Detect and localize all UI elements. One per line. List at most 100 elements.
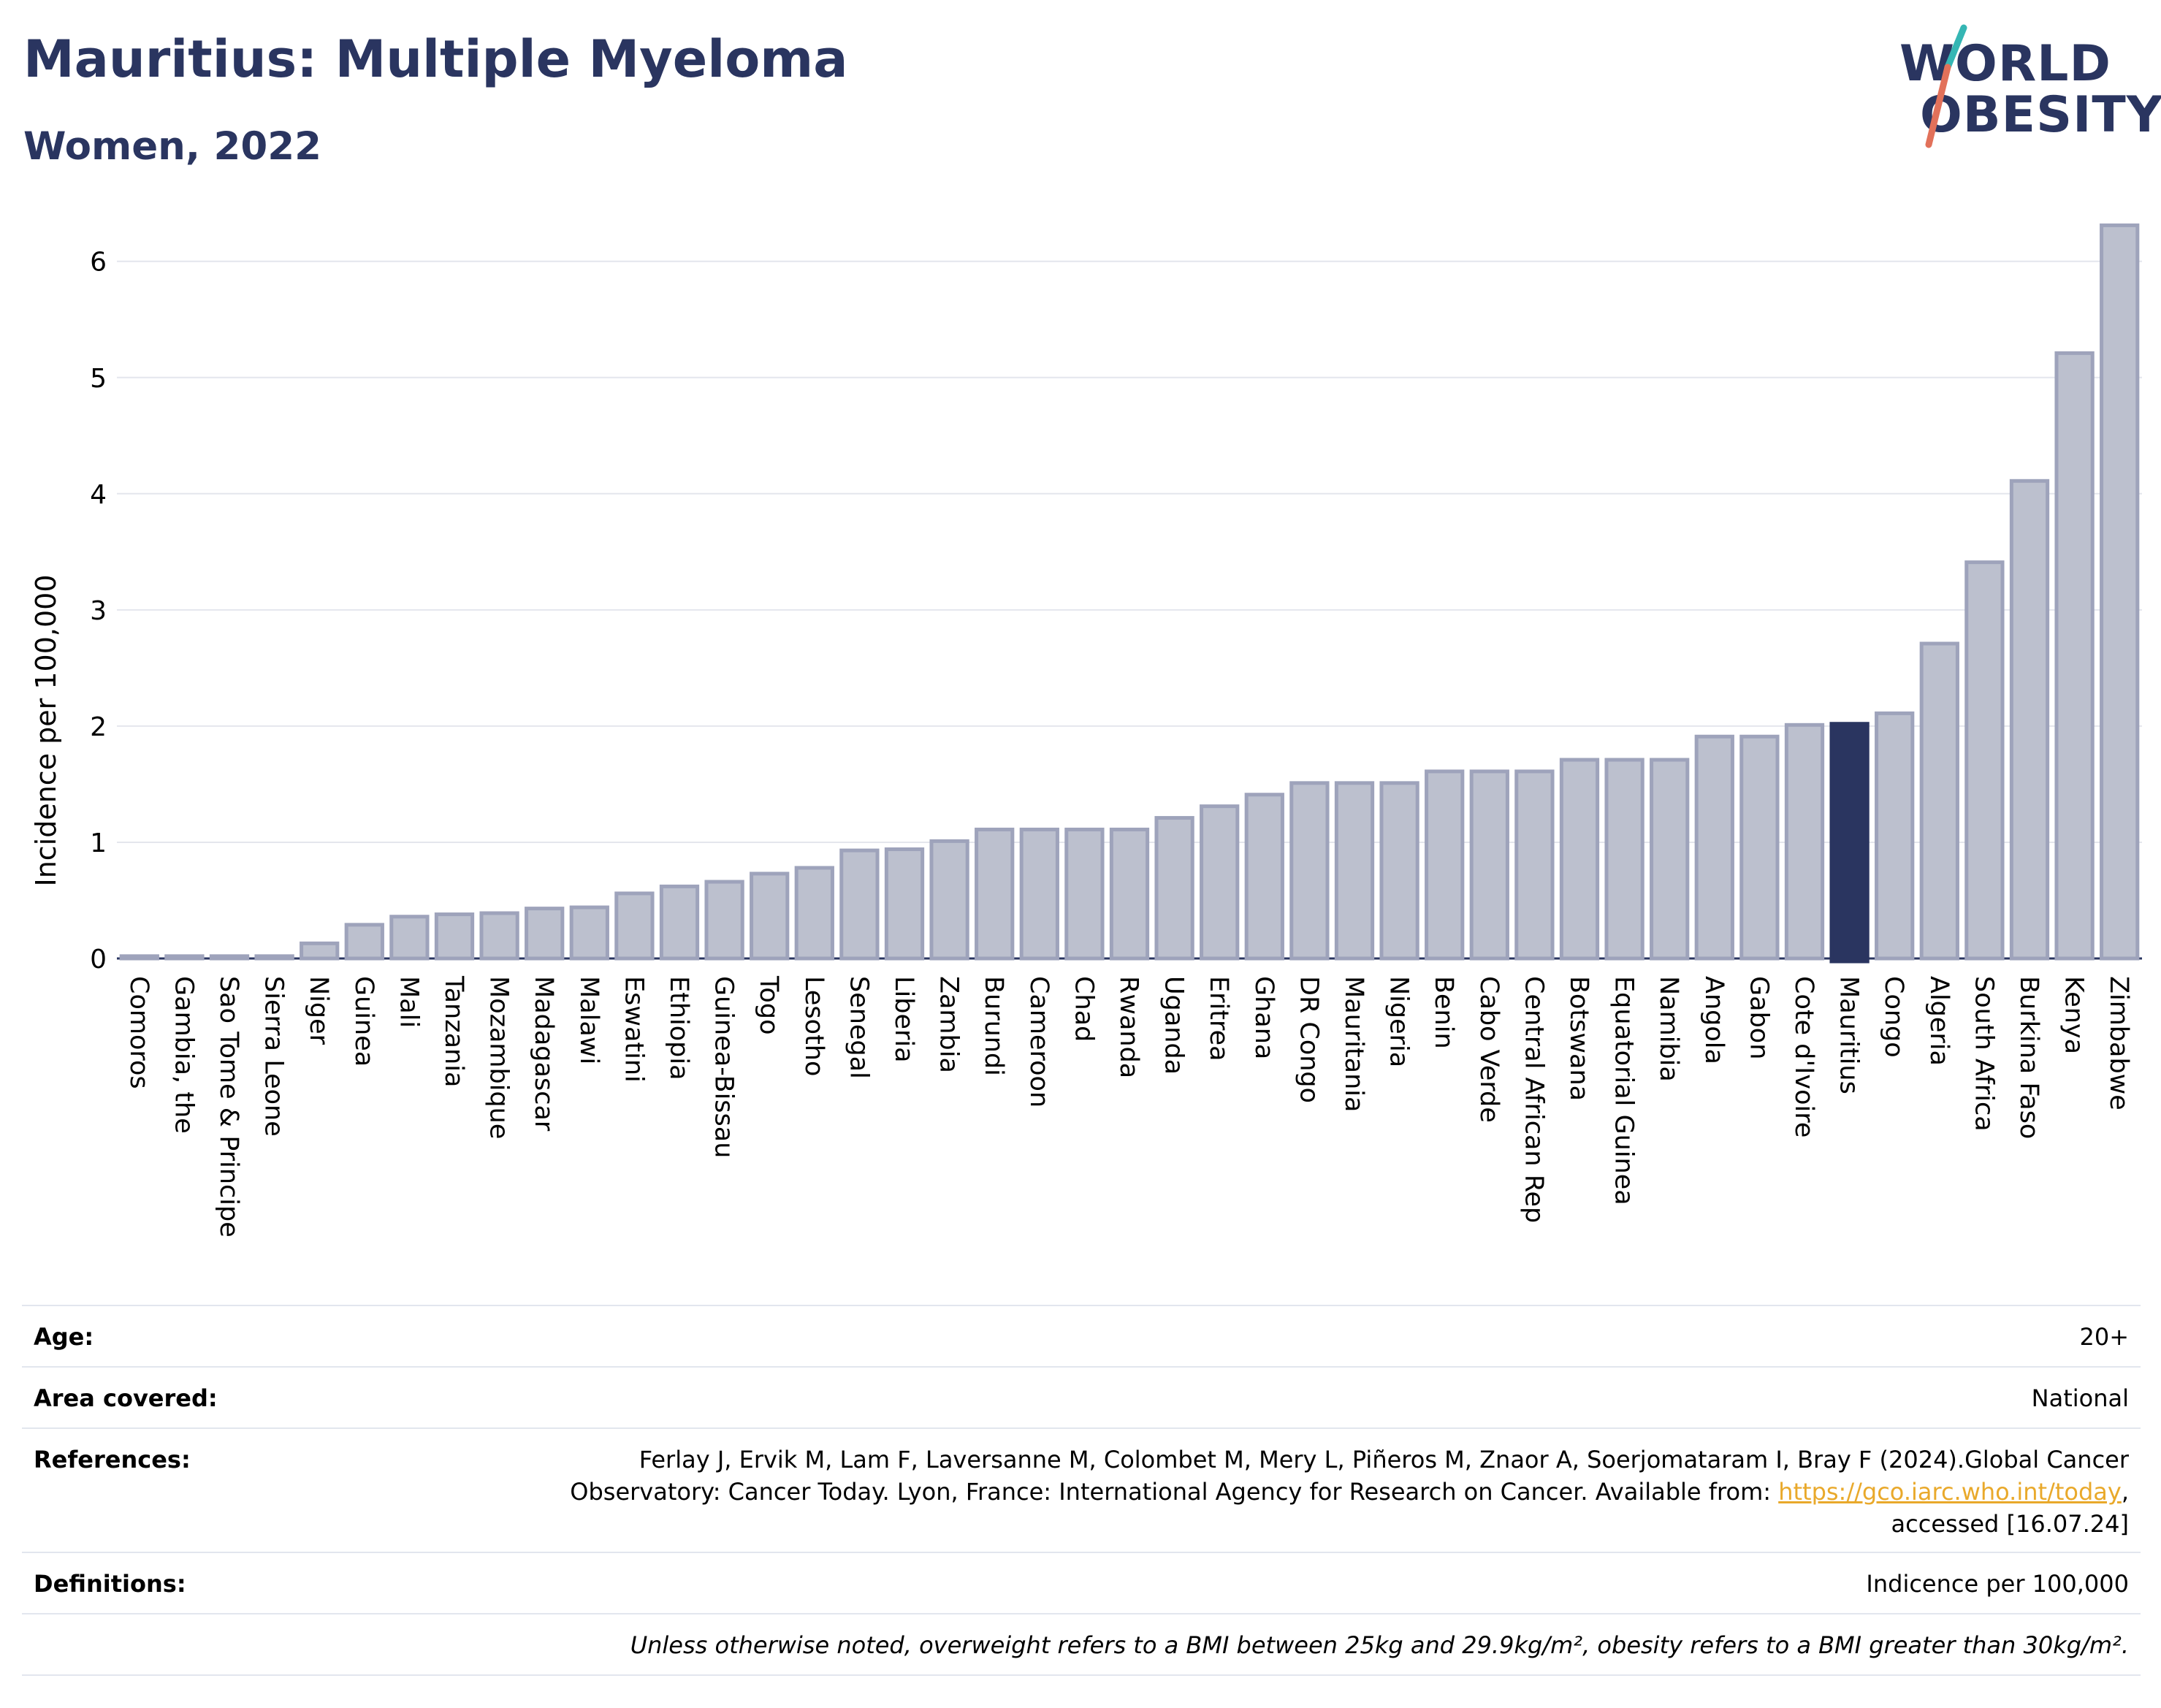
x-tick-label: Mali xyxy=(394,976,423,1028)
bar xyxy=(119,954,159,961)
references-line2-text: Observatory: Cancer Today. Lyon, France:… xyxy=(570,1478,1772,1506)
x-tick-label: Mauritius xyxy=(1834,976,1864,1094)
y-tick-label: 4 xyxy=(90,480,107,510)
bar xyxy=(300,941,340,961)
x-tick-label: Namibia xyxy=(1654,976,1683,1082)
y-tick-label: 1 xyxy=(90,828,107,858)
bar xyxy=(1154,816,1194,961)
y-tick-label: 3 xyxy=(90,596,107,626)
bar xyxy=(1964,560,2005,961)
bar xyxy=(254,954,294,961)
bmi-note: Unless otherwise noted, overweight refer… xyxy=(630,1631,2129,1659)
x-tick-label: Angola xyxy=(1699,976,1729,1064)
x-tick-label: Sierra Leone xyxy=(259,976,289,1137)
y-tick-label: 5 xyxy=(90,364,107,394)
area-value: National xyxy=(2031,1384,2129,1412)
page-title: Mauritius: Multiple Myeloma xyxy=(23,29,848,89)
y-tick-label: 6 xyxy=(90,248,107,278)
x-tick-label: Equatorial Guinea xyxy=(1609,976,1639,1205)
bar xyxy=(389,915,430,961)
info-row-references: References: Ferlay J, Ervik M, Lam F, La… xyxy=(22,1427,2141,1552)
bar xyxy=(1469,769,1509,961)
x-tick-label: Malawi xyxy=(574,976,603,1064)
bar xyxy=(1334,781,1375,961)
x-tick-label: Comoros xyxy=(124,976,153,1089)
x-tick-label: Lesotho xyxy=(799,976,828,1076)
x-tick-label: Mozambique xyxy=(484,976,514,1139)
area-label: Area covered: xyxy=(34,1384,218,1412)
x-tick-label: Zambia xyxy=(934,976,964,1073)
bar xyxy=(839,848,880,961)
bar xyxy=(1604,758,1644,961)
info-row-definitions: Definitions: Indicence per 100,000 xyxy=(22,1552,2141,1613)
bar xyxy=(2100,223,2140,961)
bar xyxy=(1064,827,1105,961)
bar xyxy=(1559,758,1600,961)
bar xyxy=(659,884,700,961)
references-label: References: xyxy=(34,1446,191,1473)
bar xyxy=(750,872,790,961)
age-value: 20+ xyxy=(2079,1323,2129,1351)
x-tick-label: Togo xyxy=(754,975,783,1034)
bar xyxy=(2054,351,2095,961)
logo-slash-icon xyxy=(1925,24,1967,148)
x-tick-label: South Africa xyxy=(1969,976,1998,1132)
y-tick-label: 0 xyxy=(90,945,107,975)
x-tick-label: Niger xyxy=(304,976,333,1045)
bar xyxy=(1244,793,1284,961)
bar xyxy=(1650,758,1690,961)
x-tick-label: Central African Rep xyxy=(1519,976,1548,1223)
y-axis-ticks: 0 1 2 3 4 5 6 xyxy=(90,248,107,975)
x-tick-label: Cote d'Ivoire xyxy=(1789,976,1818,1137)
x-tick-label: Algeria xyxy=(1924,976,1954,1066)
x-tick-label: Eswatini xyxy=(619,976,648,1083)
x-tick-label: Gabon xyxy=(1744,976,1773,1059)
bar xyxy=(1425,769,1465,961)
x-tick-label: Chad xyxy=(1069,976,1098,1042)
references-link[interactable]: https://gco.iarc.who.int/today xyxy=(1778,1478,2122,1506)
bar xyxy=(1379,781,1419,961)
age-label: Age: xyxy=(34,1323,94,1351)
x-tick-label: Burkina Faso xyxy=(2014,976,2043,1139)
x-tick-label: Burundi xyxy=(979,976,1008,1076)
bar xyxy=(164,954,205,961)
x-tick-label: Kenya xyxy=(2059,976,2089,1054)
logo-text-line2: OBESITY xyxy=(1920,86,2161,144)
x-tick-label: Sao Tome & Principe xyxy=(214,976,243,1238)
bar xyxy=(975,827,1015,961)
bar-chart: 0 1 2 3 4 5 6 Comoros Gambia, the Sao Tome & Pri… xyxy=(30,223,2142,1238)
x-tick-label: Guinea xyxy=(349,976,378,1067)
info-row-area: Area covered: National xyxy=(22,1366,2141,1427)
references-line1: Ferlay J, Ervik M, Lam F, Laversanne M, … xyxy=(639,1446,2129,1473)
bar xyxy=(1875,711,1915,961)
x-axis-ticks: Comoros Gambia, the Sao Tome & Principe Sie… xyxy=(124,975,2133,1238)
info-row-note: Unless otherwise noted, overweight refer… xyxy=(22,1613,2141,1674)
x-tick-label: Liberia xyxy=(889,976,918,1063)
bar xyxy=(1694,734,1734,961)
bar xyxy=(1019,827,1059,961)
bar xyxy=(2009,479,2050,961)
bar xyxy=(1739,734,1780,961)
info-table: Age: 20+ Area covered: National Referenc… xyxy=(22,1305,2141,1676)
x-tick-label: Uganda xyxy=(1159,976,1189,1075)
x-tick-label: Zimbabwe xyxy=(2104,976,2133,1110)
x-tick-label: Guinea-Bissau xyxy=(709,976,739,1158)
bar xyxy=(1514,769,1555,961)
page-subtitle: Women, 2022 xyxy=(23,124,321,169)
x-tick-label: Ethiopia xyxy=(664,976,693,1080)
x-tick-label: DR Congo xyxy=(1294,976,1323,1103)
world-obesity-logo: WORLD OBESITY xyxy=(1899,22,2161,153)
x-tick-label: Eritrea xyxy=(1204,976,1233,1061)
bar xyxy=(704,880,744,961)
info-row-age: Age: 20+ xyxy=(22,1305,2141,1366)
bar xyxy=(1109,827,1150,961)
bar-highlighted xyxy=(1829,722,1870,964)
info-table-bottom-border xyxy=(22,1674,2141,1676)
bar xyxy=(569,905,609,961)
bar xyxy=(884,847,925,961)
bar xyxy=(614,891,655,961)
definitions-value: Indicence per 100,000 xyxy=(1866,1570,2129,1598)
x-tick-label: Tanzania xyxy=(439,975,468,1087)
x-tick-label: Mauritania xyxy=(1339,976,1368,1112)
x-tick-label: Ghana xyxy=(1249,976,1278,1059)
